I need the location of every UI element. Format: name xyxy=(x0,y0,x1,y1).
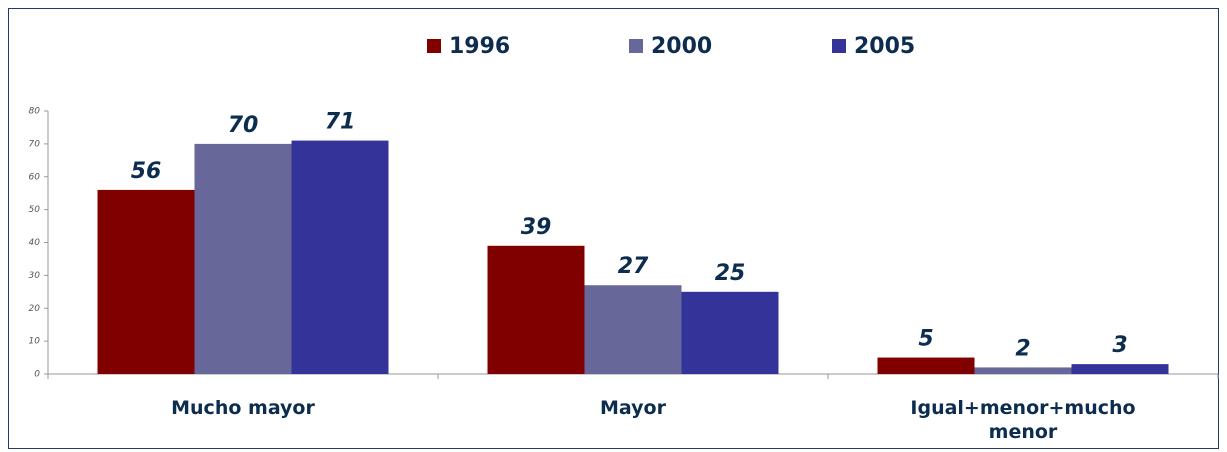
y-tick-label: 10 xyxy=(29,337,41,347)
data-label: 39 xyxy=(521,215,552,240)
legend-swatch xyxy=(427,39,441,53)
y-tick-label: 60 xyxy=(29,172,41,182)
x-tick-label: Mayor xyxy=(600,397,666,419)
data-label: 71 xyxy=(325,110,356,135)
bar xyxy=(584,285,682,374)
y-tick-label: 80 xyxy=(29,107,41,117)
y-tick-label: 50 xyxy=(29,205,41,215)
data-label: 2 xyxy=(1015,336,1030,361)
legend-label: 2000 xyxy=(651,34,712,59)
data-label: 56 xyxy=(131,159,162,184)
data-label: 25 xyxy=(715,261,746,286)
bar xyxy=(877,357,975,374)
bar xyxy=(194,143,292,374)
y-tick-label: 30 xyxy=(29,271,41,281)
bar xyxy=(681,291,779,374)
chart-border xyxy=(8,8,1219,449)
legend-swatch xyxy=(629,39,643,53)
legend-label: 2005 xyxy=(854,34,915,59)
bar xyxy=(97,189,195,374)
y-tick-label: 20 xyxy=(29,304,41,314)
legend-swatch xyxy=(832,39,846,53)
bar xyxy=(291,140,389,374)
bar xyxy=(487,245,585,374)
x-tick-label: Mucho mayor xyxy=(171,397,315,419)
legend-label: 1996 xyxy=(449,34,510,59)
x-tick-label: Igual+menor+mucho menor xyxy=(910,397,1136,443)
bar xyxy=(1071,364,1169,374)
data-label: 5 xyxy=(918,327,933,352)
data-label: 3 xyxy=(1112,333,1127,358)
bar xyxy=(974,367,1072,374)
y-tick-label: 40 xyxy=(29,238,41,248)
y-tick-label: 0 xyxy=(34,370,40,380)
data-label: 27 xyxy=(618,254,649,279)
y-tick-label: 70 xyxy=(29,139,41,149)
data-label: 70 xyxy=(228,113,259,138)
